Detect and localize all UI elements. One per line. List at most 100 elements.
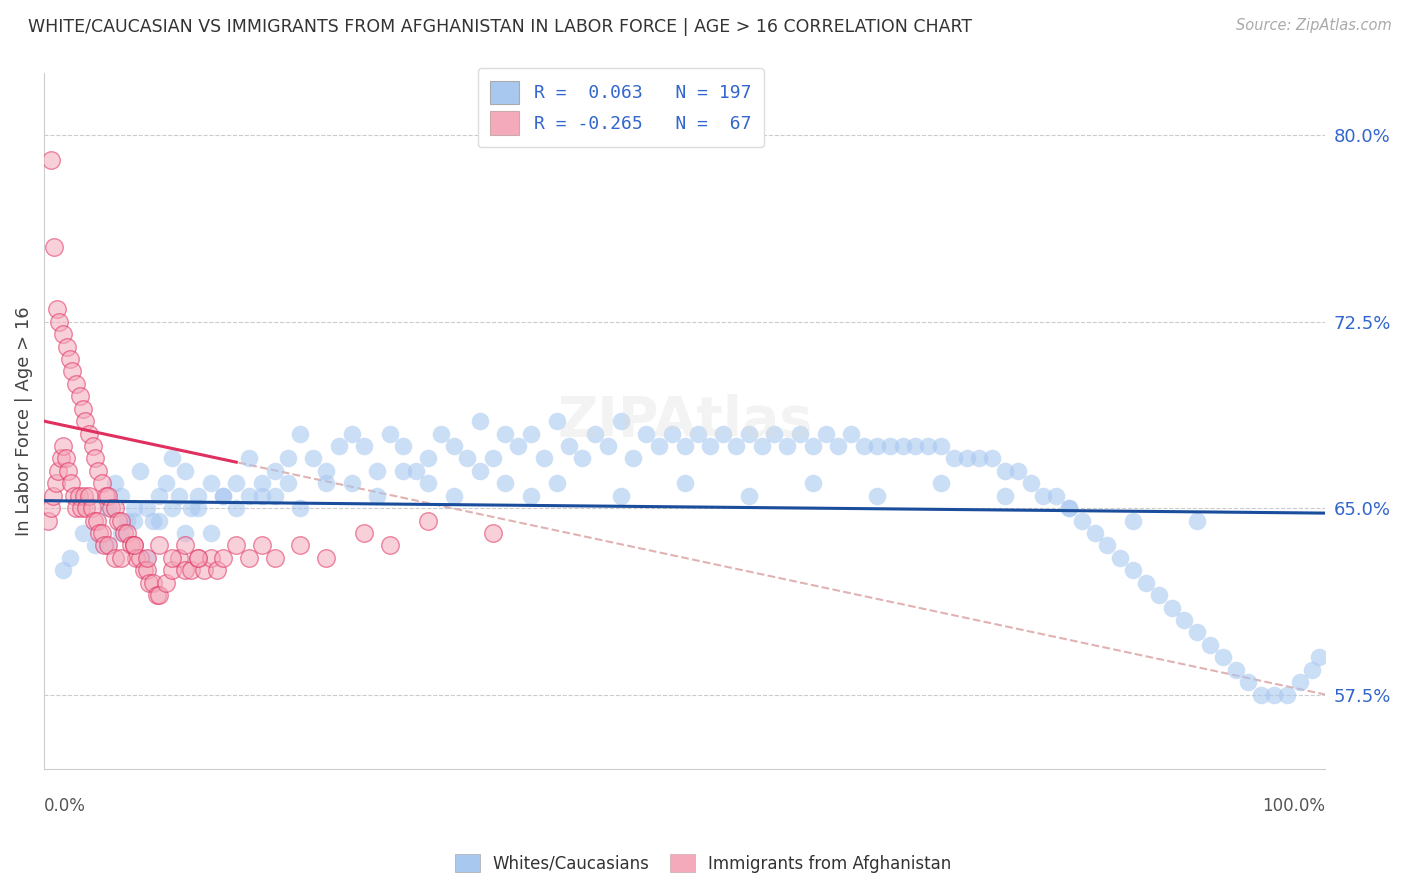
Point bbox=[107, 514, 129, 528]
Point bbox=[1135, 575, 1157, 590]
Point bbox=[520, 426, 543, 441]
Point bbox=[789, 426, 811, 441]
Y-axis label: In Labor Force | Age > 16: In Labor Force | Age > 16 bbox=[15, 306, 32, 536]
Point bbox=[250, 476, 273, 491]
Point bbox=[110, 514, 132, 528]
Point bbox=[801, 439, 824, 453]
Point bbox=[117, 514, 139, 528]
Point bbox=[59, 351, 82, 366]
Point bbox=[418, 514, 440, 528]
Point bbox=[969, 451, 991, 466]
Point bbox=[1263, 688, 1285, 702]
Point bbox=[110, 489, 132, 503]
Point bbox=[155, 476, 177, 491]
Point bbox=[135, 550, 157, 565]
Point bbox=[1147, 588, 1170, 602]
Point bbox=[353, 439, 375, 453]
Point bbox=[60, 476, 83, 491]
Point bbox=[929, 476, 952, 491]
Point bbox=[1225, 663, 1247, 677]
Point bbox=[52, 327, 75, 342]
Point bbox=[1301, 663, 1323, 677]
Point bbox=[84, 538, 107, 552]
Point bbox=[955, 451, 977, 466]
Text: Source: ZipAtlas.com: Source: ZipAtlas.com bbox=[1236, 18, 1392, 33]
Point bbox=[302, 451, 325, 466]
Point bbox=[120, 538, 142, 552]
Point bbox=[481, 526, 503, 541]
Point bbox=[225, 476, 247, 491]
Point bbox=[1032, 489, 1054, 503]
Point bbox=[263, 464, 285, 478]
Point bbox=[891, 439, 914, 453]
Point bbox=[571, 451, 593, 466]
Point bbox=[609, 414, 631, 428]
Point bbox=[1275, 688, 1298, 702]
Point bbox=[44, 240, 66, 254]
Point bbox=[55, 451, 77, 466]
Point bbox=[212, 489, 235, 503]
Point bbox=[661, 426, 683, 441]
Point bbox=[200, 526, 222, 541]
Point bbox=[328, 439, 350, 453]
Point bbox=[59, 550, 82, 565]
Point bbox=[83, 514, 105, 528]
Point bbox=[1057, 501, 1080, 516]
Point bbox=[1122, 563, 1144, 577]
Point bbox=[738, 489, 761, 503]
Point bbox=[49, 451, 72, 466]
Point bbox=[1084, 526, 1107, 541]
Point bbox=[180, 563, 202, 577]
Point bbox=[174, 526, 197, 541]
Point bbox=[263, 489, 285, 503]
Point bbox=[89, 526, 111, 541]
Point bbox=[122, 514, 145, 528]
Point bbox=[1173, 613, 1195, 627]
Point bbox=[62, 489, 84, 503]
Point bbox=[776, 439, 799, 453]
Point bbox=[146, 588, 169, 602]
Point bbox=[827, 439, 849, 453]
Point bbox=[636, 426, 658, 441]
Point bbox=[90, 526, 112, 541]
Point bbox=[160, 501, 183, 516]
Point bbox=[533, 451, 555, 466]
Point bbox=[100, 501, 122, 516]
Point bbox=[86, 514, 108, 528]
Point bbox=[430, 426, 453, 441]
Point bbox=[87, 464, 110, 478]
Point bbox=[238, 489, 260, 503]
Point bbox=[148, 538, 170, 552]
Point bbox=[160, 451, 183, 466]
Point bbox=[340, 426, 363, 441]
Point bbox=[84, 451, 107, 466]
Point bbox=[1250, 688, 1272, 702]
Point bbox=[138, 575, 160, 590]
Point bbox=[135, 563, 157, 577]
Point bbox=[1070, 514, 1092, 528]
Point bbox=[97, 538, 120, 552]
Point bbox=[456, 451, 478, 466]
Point bbox=[48, 315, 70, 329]
Point bbox=[1185, 514, 1208, 528]
Point bbox=[77, 426, 100, 441]
Point bbox=[814, 426, 837, 441]
Point bbox=[763, 426, 786, 441]
Point bbox=[853, 439, 876, 453]
Point bbox=[148, 588, 170, 602]
Point bbox=[981, 451, 1004, 466]
Point bbox=[711, 426, 734, 441]
Point bbox=[122, 538, 145, 552]
Point bbox=[160, 563, 183, 577]
Point bbox=[187, 489, 209, 503]
Point bbox=[290, 538, 312, 552]
Point bbox=[1160, 600, 1182, 615]
Text: WHITE/CAUCASIAN VS IMMIGRANTS FROM AFGHANISTAN IN LABOR FORCE | AGE > 16 CORRELA: WHITE/CAUCASIAN VS IMMIGRANTS FROM AFGHA… bbox=[28, 18, 972, 36]
Point bbox=[97, 538, 120, 552]
Point bbox=[277, 476, 299, 491]
Point bbox=[596, 439, 619, 453]
Point bbox=[277, 451, 299, 466]
Point bbox=[751, 439, 773, 453]
Point bbox=[60, 364, 83, 378]
Legend: R =  0.063   N = 197, R = -0.265   N =  67: R = 0.063 N = 197, R = -0.265 N = 67 bbox=[478, 69, 763, 147]
